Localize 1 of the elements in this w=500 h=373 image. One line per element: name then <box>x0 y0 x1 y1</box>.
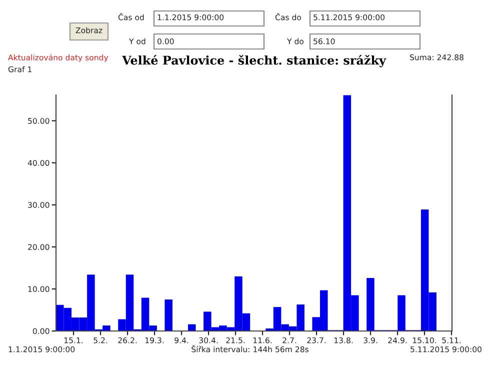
chart-title: Velké Pavlovice - šlecht. stanice: srážky <box>122 55 386 68</box>
